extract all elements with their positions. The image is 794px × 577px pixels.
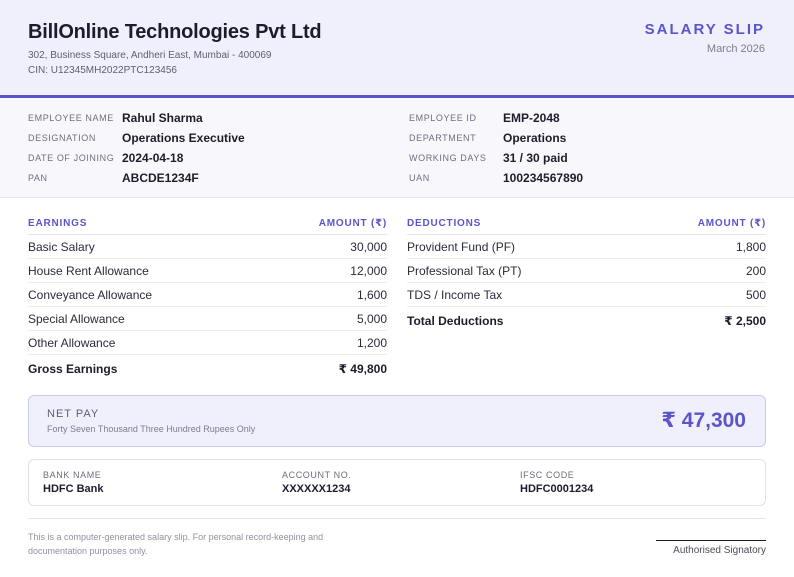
slip-title: SALARY SLIP	[644, 21, 765, 38]
deduction-row: Provident Fund (PF) 1,800	[407, 235, 766, 259]
uan-row: UAN 100234567890	[409, 168, 583, 188]
pan-row: PAN ABCDE1234F	[28, 168, 199, 188]
earnings-table: EARNINGS AMOUNT (₹) Basic Salary 30,000 …	[28, 213, 387, 383]
earning-label: Basic Salary	[28, 239, 95, 254]
footer-divider	[28, 518, 766, 519]
earning-amount: 30,000	[350, 239, 387, 254]
employee-id-row: EMPLOYEE ID EMP-2048	[409, 108, 560, 128]
earning-label: House Rent Allowance	[28, 263, 149, 278]
net-pay-in-words: Forty Seven Thousand Three Hundred Rupee…	[47, 424, 256, 434]
earning-row: Basic Salary 30,000	[28, 235, 387, 259]
net-pay-box: NET PAY Forty Seven Thousand Three Hundr…	[28, 395, 766, 447]
bank-field-label: ACCOUNT NO.	[282, 470, 352, 480]
designation: Operations Executive	[122, 131, 245, 145]
earning-amount: 5,000	[356, 311, 387, 326]
gross-earnings-label: Gross Earnings	[28, 362, 118, 376]
uan: 100234567890	[503, 171, 584, 185]
employee-field-label: DESIGNATION	[28, 133, 96, 143]
earning-row: Conveyance Allowance 1,600	[28, 283, 387, 307]
total-deductions-row: Total Deductions ₹ 2,500	[407, 307, 766, 335]
earning-row: Special Allowance 5,000	[28, 307, 387, 331]
earnings-amount-heading: AMOUNT (₹)	[318, 218, 387, 229]
bank-field-label: BANK NAME	[43, 470, 102, 480]
employee-field-label: PAN	[28, 173, 48, 183]
earning-label: Other Allowance	[28, 335, 116, 350]
bank-field-label: IFSC CODE	[520, 470, 575, 480]
deduction-label: Professional Tax (PT)	[407, 263, 522, 278]
gross-earnings-amount: ₹ 49,800	[338, 362, 387, 376]
department: Operations	[503, 131, 567, 145]
employee-field-label: EMPLOYEE NAME	[28, 113, 114, 123]
deductions-header: DEDUCTIONS AMOUNT (₹)	[407, 213, 766, 235]
earning-label: Conveyance Allowance	[28, 287, 153, 302]
working-days: 31 / 30 paid	[503, 151, 568, 165]
employee-id: EMP-2048	[503, 111, 560, 125]
net-pay-amount: ₹ 47,300	[661, 409, 746, 432]
joining-date-row: DATE OF JOINING 2024-04-18	[28, 148, 183, 168]
joining-date: 2024-04-18	[122, 151, 184, 165]
employee-field-label: DATE OF JOINING	[28, 153, 115, 163]
deduction-amount: 200	[745, 263, 766, 278]
employee-details: EMPLOYEE NAME Rahul Sharma DESIGNATION O…	[0, 98, 794, 198]
employee-field-label: DEPARTMENT	[409, 133, 477, 143]
deduction-row: TDS / Income Tax 500	[407, 283, 766, 307]
earning-amount: 12,000	[350, 263, 387, 278]
gross-earnings-row: Gross Earnings ₹ 49,800	[28, 355, 387, 383]
earning-row: House Rent Allowance 12,000	[28, 259, 387, 283]
earning-amount: 1,600	[356, 287, 387, 302]
pan: ABCDE1234F	[122, 171, 199, 185]
signature-line	[656, 540, 766, 541]
bank-details: BANK NAME HDFC Bank ACCOUNT NO. XXXXXX12…	[28, 459, 766, 506]
bank-name-cell: BANK NAME HDFC Bank	[43, 470, 104, 495]
deduction-row: Professional Tax (PT) 200	[407, 259, 766, 283]
deductions-amount-heading: AMOUNT (₹)	[697, 218, 766, 229]
employee-name: Rahul Sharma	[122, 111, 203, 125]
employee-field-label: WORKING DAYS	[409, 153, 487, 163]
company-address: 302, Business Square, Andheri East, Mumb…	[28, 50, 272, 61]
deductions-heading: DEDUCTIONS	[407, 218, 482, 229]
ifsc-code-cell: IFSC CODE HDFC0001234	[520, 470, 593, 495]
deduction-label: TDS / Income Tax	[407, 287, 503, 302]
total-deductions-label: Total Deductions	[407, 314, 504, 328]
account-number-cell: ACCOUNT NO. XXXXXX1234	[282, 470, 351, 495]
deduction-amount: 1,800	[735, 239, 766, 254]
employee-name-row: EMPLOYEE NAME Rahul Sharma	[28, 108, 203, 128]
working-days-row: WORKING DAYS 31 / 30 paid	[409, 148, 568, 168]
company-name: BillOnline Technologies Pvt Ltd	[28, 21, 322, 43]
department-row: DEPARTMENT Operations	[409, 128, 566, 148]
footer-note: This is a computer-generated salary slip…	[28, 532, 324, 556]
earning-row: Other Allowance 1,200	[28, 331, 387, 355]
designation-row: DESIGNATION Operations Executive	[28, 128, 245, 148]
slip-header: BillOnline Technologies Pvt Ltd 302, Bus…	[0, 0, 794, 98]
bank-name: HDFC Bank	[43, 483, 104, 495]
earning-label: Special Allowance	[28, 311, 125, 326]
earnings-heading: EARNINGS	[28, 218, 88, 229]
authorised-signatory: Authorised Signatory	[673, 545, 766, 556]
earnings-header: EARNINGS AMOUNT (₹)	[28, 213, 387, 235]
employee-field-label: UAN	[409, 173, 430, 183]
deductions-table: DEDUCTIONS AMOUNT (₹) Provident Fund (PF…	[407, 213, 766, 335]
slip-period: March 2026	[706, 43, 765, 55]
ifsc-code: HDFC0001234	[520, 483, 594, 495]
company-cin: CIN: U12345MH2022PTC123456	[28, 65, 177, 76]
deduction-amount: 500	[745, 287, 766, 302]
employee-field-label: EMPLOYEE ID	[409, 113, 477, 123]
deduction-label: Provident Fund (PF)	[407, 239, 516, 254]
earning-amount: 1,200	[356, 335, 387, 350]
total-deductions-amount: ₹ 2,500	[724, 314, 766, 328]
net-pay-label: NET PAY	[47, 408, 100, 420]
account-number: XXXXXX1234	[282, 483, 351, 495]
